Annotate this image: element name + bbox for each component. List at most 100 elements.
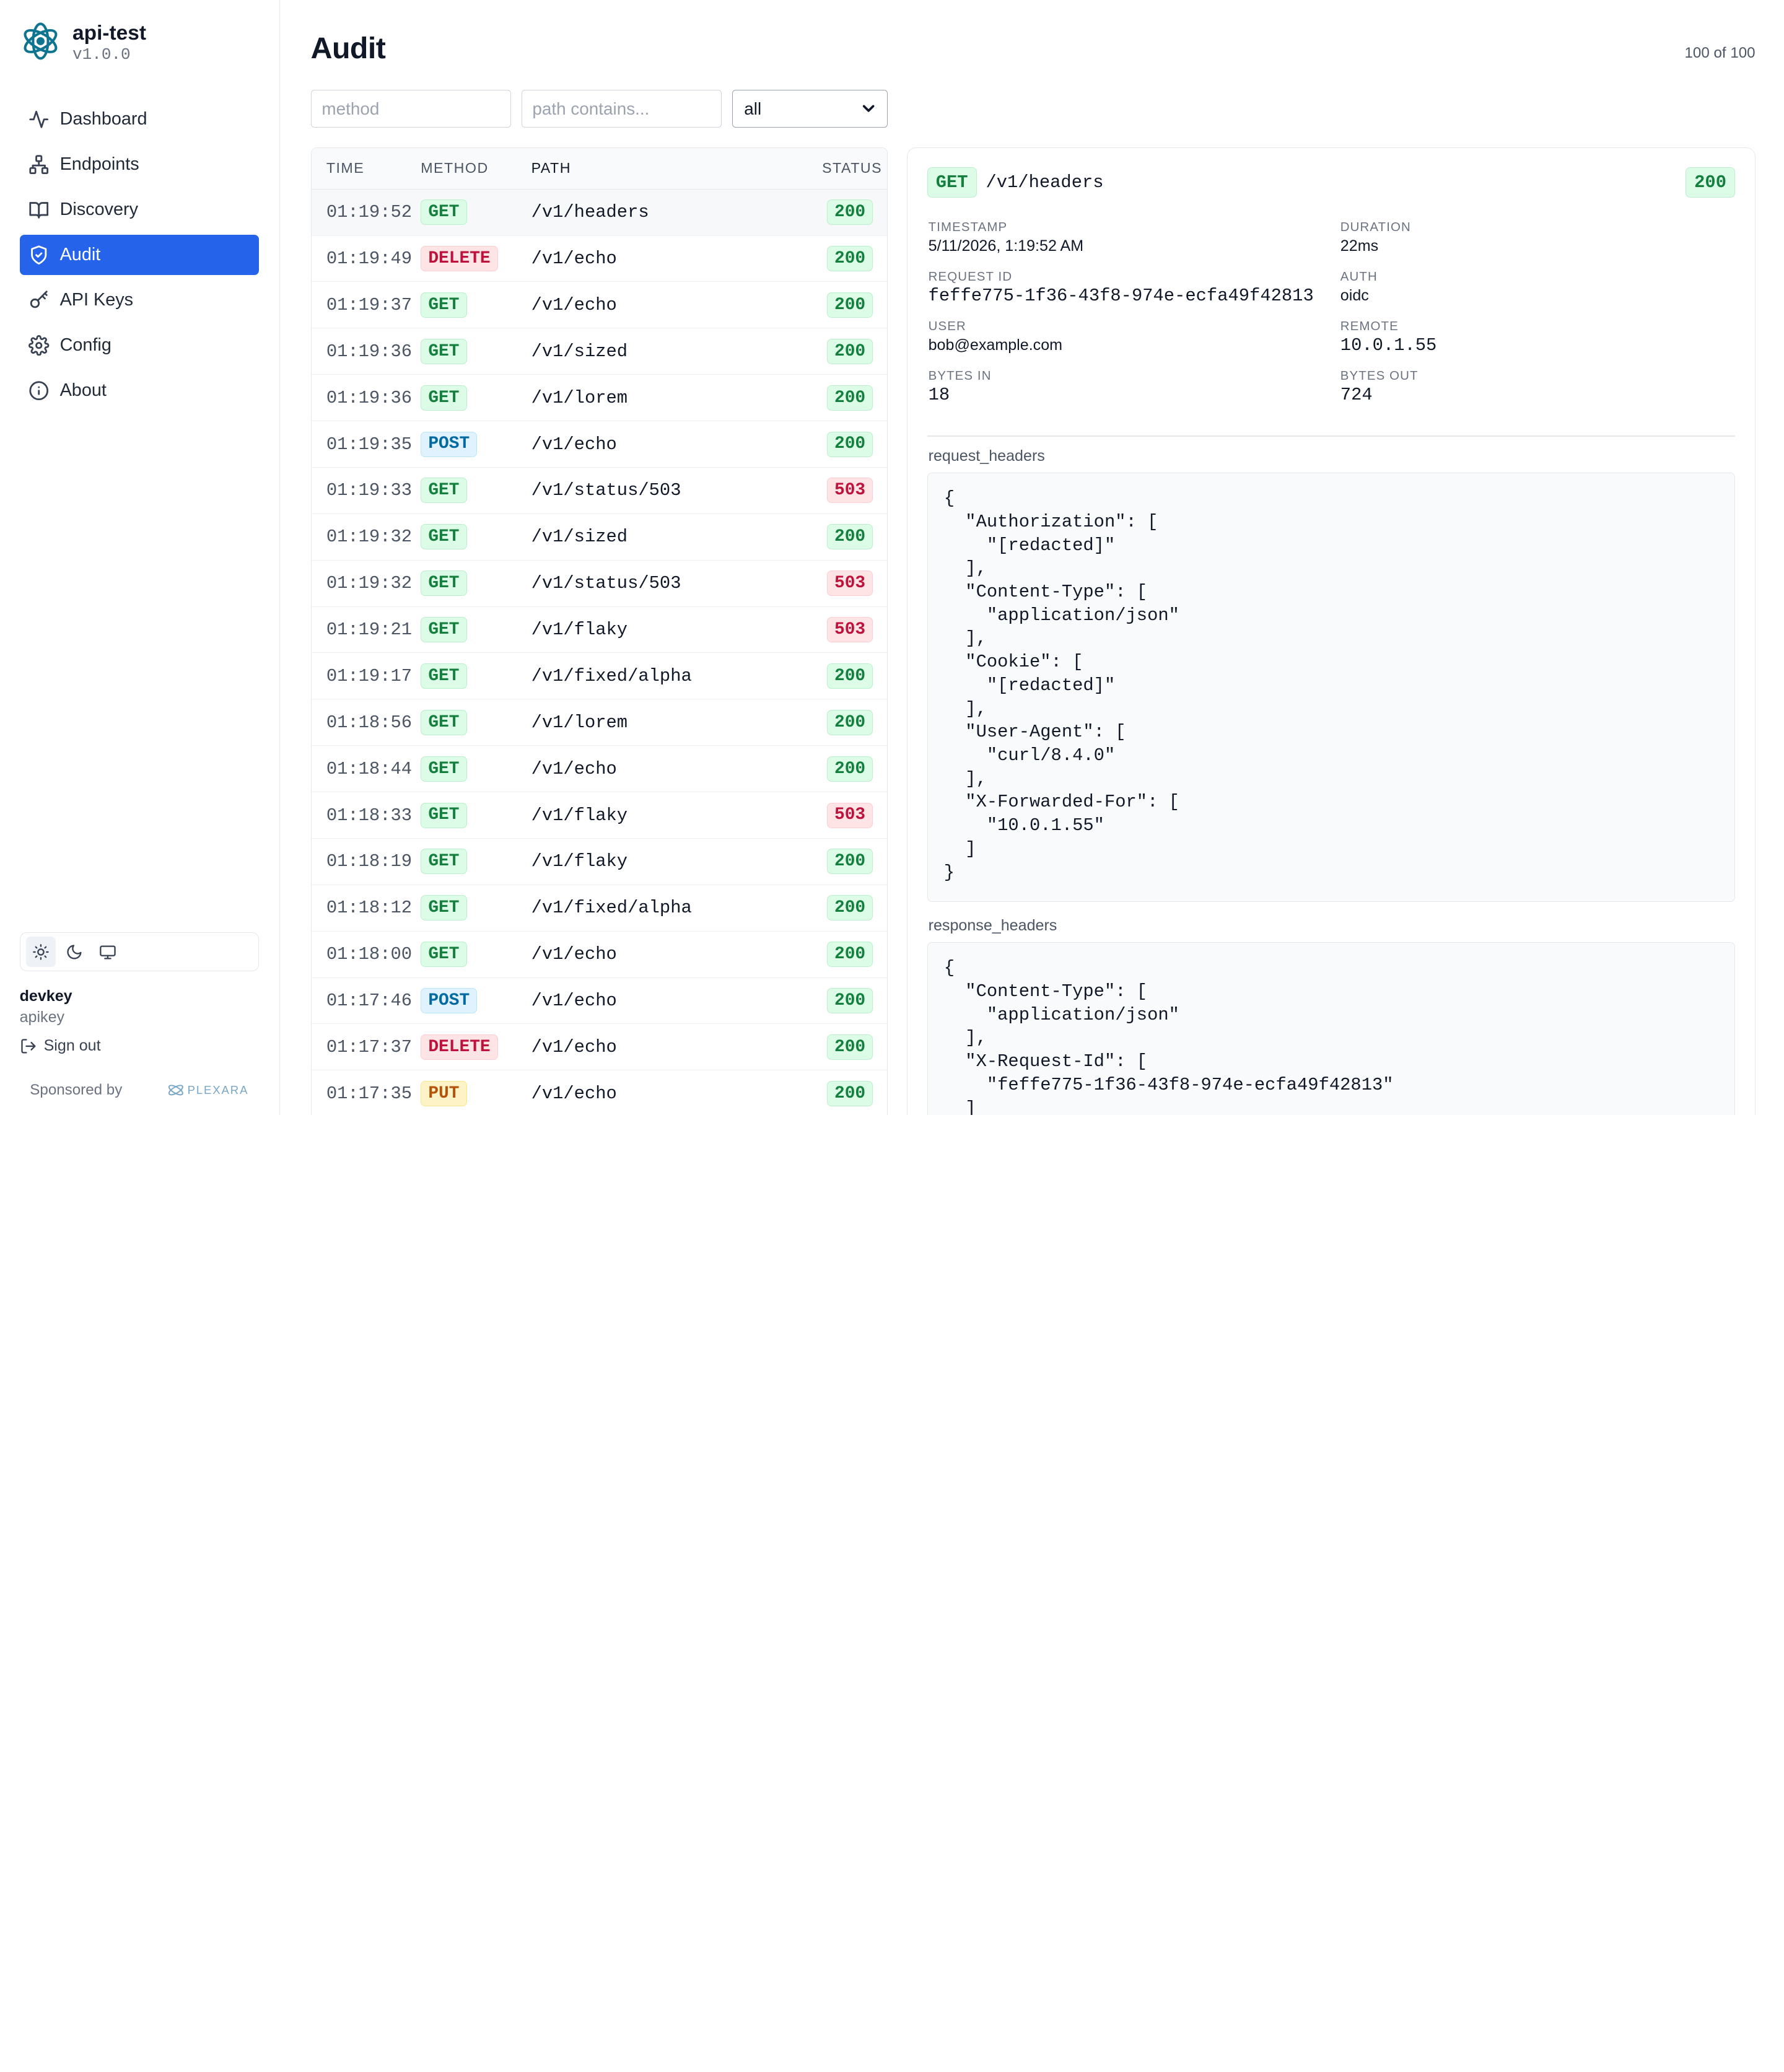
- table-row[interactable]: 01:19:32 GET/v1/status/503 503: [311, 561, 887, 607]
- row-time: 01:19:33: [326, 480, 413, 501]
- field-value: bob@example.com: [928, 336, 1063, 354]
- column-header-method[interactable]: METHOD: [421, 160, 489, 177]
- main-content: Audit 100 of 100 all TIME METHOD PATH ST…: [280, 0, 1784, 1115]
- row-method: GET: [407, 709, 517, 735]
- row-status: 503: [807, 570, 887, 597]
- row-method: GET: [407, 478, 517, 504]
- field-value: feffe775-1f36-43f8-974e-ecfa49f42813: [928, 285, 1314, 306]
- detail-header: GET /v1/headers 200: [927, 167, 1735, 198]
- request-headers-code[interactable]: { "Authorization": [ "[redacted]" ], "Co…: [927, 472, 1735, 902]
- sidebar-item-label: Audit: [59, 244, 101, 264]
- sidebar-item-about[interactable]: About: [20, 370, 259, 411]
- column-header-path[interactable]: PATH: [531, 160, 571, 177]
- activity-icon: [29, 110, 49, 128]
- status-badge: 200: [826, 1034, 873, 1060]
- row-path: /v1/fixed/alpha: [531, 898, 692, 919]
- table-row[interactable]: 01:18:00 GET/v1/echo 200: [311, 932, 887, 978]
- table-row[interactable]: 01:19:32 GET/v1/sized 200: [311, 514, 887, 561]
- sponsor-logo-text: PLEXARA: [187, 1083, 249, 1096]
- sidebar-item-config[interactable]: Config: [20, 325, 259, 365]
- sign-out-label: Sign out: [43, 1037, 101, 1055]
- table-row[interactable]: 01:19:35 POST/v1/echo 200: [311, 421, 887, 468]
- row-time: 01:18:19: [326, 851, 413, 872]
- detail-panel: GET /v1/headers 200 TIMESTAMP 5/11/2026, …: [907, 147, 1756, 1115]
- table-row[interactable]: 01:18:12 GET/v1/fixed/alpha 200: [311, 885, 887, 932]
- status-filter-select[interactable]: all: [732, 89, 888, 128]
- row-time: 01:19:49: [326, 248, 413, 269]
- sidebar-item-dashboard[interactable]: Dashboard: [20, 99, 259, 139]
- table-row[interactable]: 01:19:52 GET/v1/headers 200: [311, 189, 887, 236]
- table-row[interactable]: 01:18:33 GET/v1/flaky 503: [311, 792, 887, 839]
- user-role: apikey: [19, 1008, 65, 1026]
- table-row[interactable]: 01:18:19 GET/v1/flaky 200: [311, 839, 887, 885]
- row-time: 01:19:37: [326, 294, 413, 315]
- sidebar-item-discovery[interactable]: Discovery: [20, 190, 259, 230]
- table-row[interactable]: 01:19:37 GET/v1/echo 200: [311, 282, 887, 329]
- detail-field-remote: REMOTE 10.0.1.55: [1340, 318, 1732, 356]
- table-row[interactable]: 01:18:44 GET/v1/echo 200: [311, 746, 887, 793]
- table-row[interactable]: 01:17:35 PUT/v1/echo 200: [312, 1070, 887, 1115]
- response-headers-code[interactable]: { "Content-Type": [ "application/json" ]…: [927, 942, 1735, 1115]
- sidebar-item-api-keys[interactable]: API Keys: [20, 280, 259, 320]
- detail-path: /v1/headers: [986, 172, 1104, 193]
- row-method: POST: [407, 988, 517, 1014]
- row-path: /v1/echo: [531, 434, 617, 455]
- brand[interactable]: api-test v1.0.0: [20, 20, 146, 65]
- book-icon: [29, 201, 49, 219]
- table-row[interactable]: 01:17:46 POST/v1/echo 200: [311, 978, 887, 1025]
- sponsor-logo[interactable]: PLEXARA: [167, 1081, 248, 1099]
- status-badge: 200: [826, 385, 873, 411]
- field-value: 5/11/2026, 1:19:52 AM: [928, 237, 1084, 255]
- status-badge: 200: [826, 988, 873, 1014]
- response-headers-label: response_headers: [928, 917, 1057, 935]
- detail-method-badge: GET: [927, 167, 977, 198]
- status-badge: 200: [826, 246, 873, 272]
- field-value: 22ms: [1340, 237, 1379, 255]
- method-filter-input[interactable]: [310, 89, 511, 128]
- status-badge: 200: [826, 199, 873, 225]
- row-path: /v1/flaky: [531, 805, 628, 826]
- sidebar-item-label: API Keys: [59, 289, 134, 310]
- table-row[interactable]: 01:17:37 DELETE/v1/echo 200: [311, 1024, 887, 1071]
- row-status: 200: [807, 709, 887, 735]
- table-row[interactable]: 01:19:17 GET/v1/fixed/alpha 200: [311, 653, 887, 700]
- row-method: GET: [407, 942, 517, 968]
- user-name: devkey: [19, 987, 72, 1005]
- row-status: 200: [807, 849, 887, 875]
- row-method: GET: [407, 663, 517, 689]
- table-row[interactable]: 01:19:36 GET/v1/lorem 200: [311, 375, 887, 422]
- row-time: 01:19:36: [326, 387, 413, 408]
- sidebar-item-endpoints[interactable]: Endpoints: [20, 144, 259, 185]
- row-status: 200: [807, 663, 887, 689]
- shield-check-icon: [31, 245, 47, 264]
- method-badge: GET: [421, 385, 467, 411]
- row-status: 200: [807, 246, 887, 272]
- field-value: oidc: [1340, 286, 1369, 304]
- detail-field-timestamp: TIMESTAMP 5/11/2026, 1:19:52 AM: [929, 219, 1340, 257]
- method-badge: POST: [421, 431, 478, 457]
- detail-field-auth: AUTH oidc: [1340, 269, 1732, 307]
- dark-theme-button[interactable]: [59, 937, 89, 966]
- row-status: 503: [807, 617, 887, 643]
- row-status: 200: [807, 895, 887, 921]
- path-filter-input[interactable]: [521, 89, 722, 128]
- table-row[interactable]: 01:18:56 GET/v1/lorem 200: [311, 699, 887, 746]
- row-time: 01:19:52: [326, 202, 413, 223]
- detail-field-request-id: REQUEST ID feffe775-1f36-43f8-974e-ecfa49…: [929, 269, 1340, 307]
- sign-out-button[interactable]: Sign out: [20, 1037, 101, 1055]
- system-theme-button[interactable]: [93, 937, 123, 966]
- row-path: /v1/echo: [531, 248, 617, 269]
- log-out-icon: [20, 1039, 36, 1054]
- method-badge: GET: [421, 802, 467, 828]
- column-header-status[interactable]: STATUS: [822, 160, 883, 177]
- detail-field-duration: DURATION 22ms: [1340, 219, 1732, 257]
- plexara-logo-icon: [168, 1085, 184, 1096]
- table-row[interactable]: 01:19:21 GET/v1/flaky 503: [311, 607, 887, 654]
- method-badge: GET: [421, 709, 467, 735]
- table-row[interactable]: 01:19:49 DELETE/v1/echo 200: [311, 236, 887, 282]
- light-theme-button[interactable]: [25, 937, 56, 967]
- table-row[interactable]: 01:19:36 GET/v1/sized 200: [311, 328, 887, 375]
- column-header-time[interactable]: TIME: [326, 160, 365, 177]
- sidebar-item-audit[interactable]: Audit: [19, 234, 260, 275]
- table-row[interactable]: 01:19:33 GET/v1/status/503 503: [311, 468, 887, 514]
